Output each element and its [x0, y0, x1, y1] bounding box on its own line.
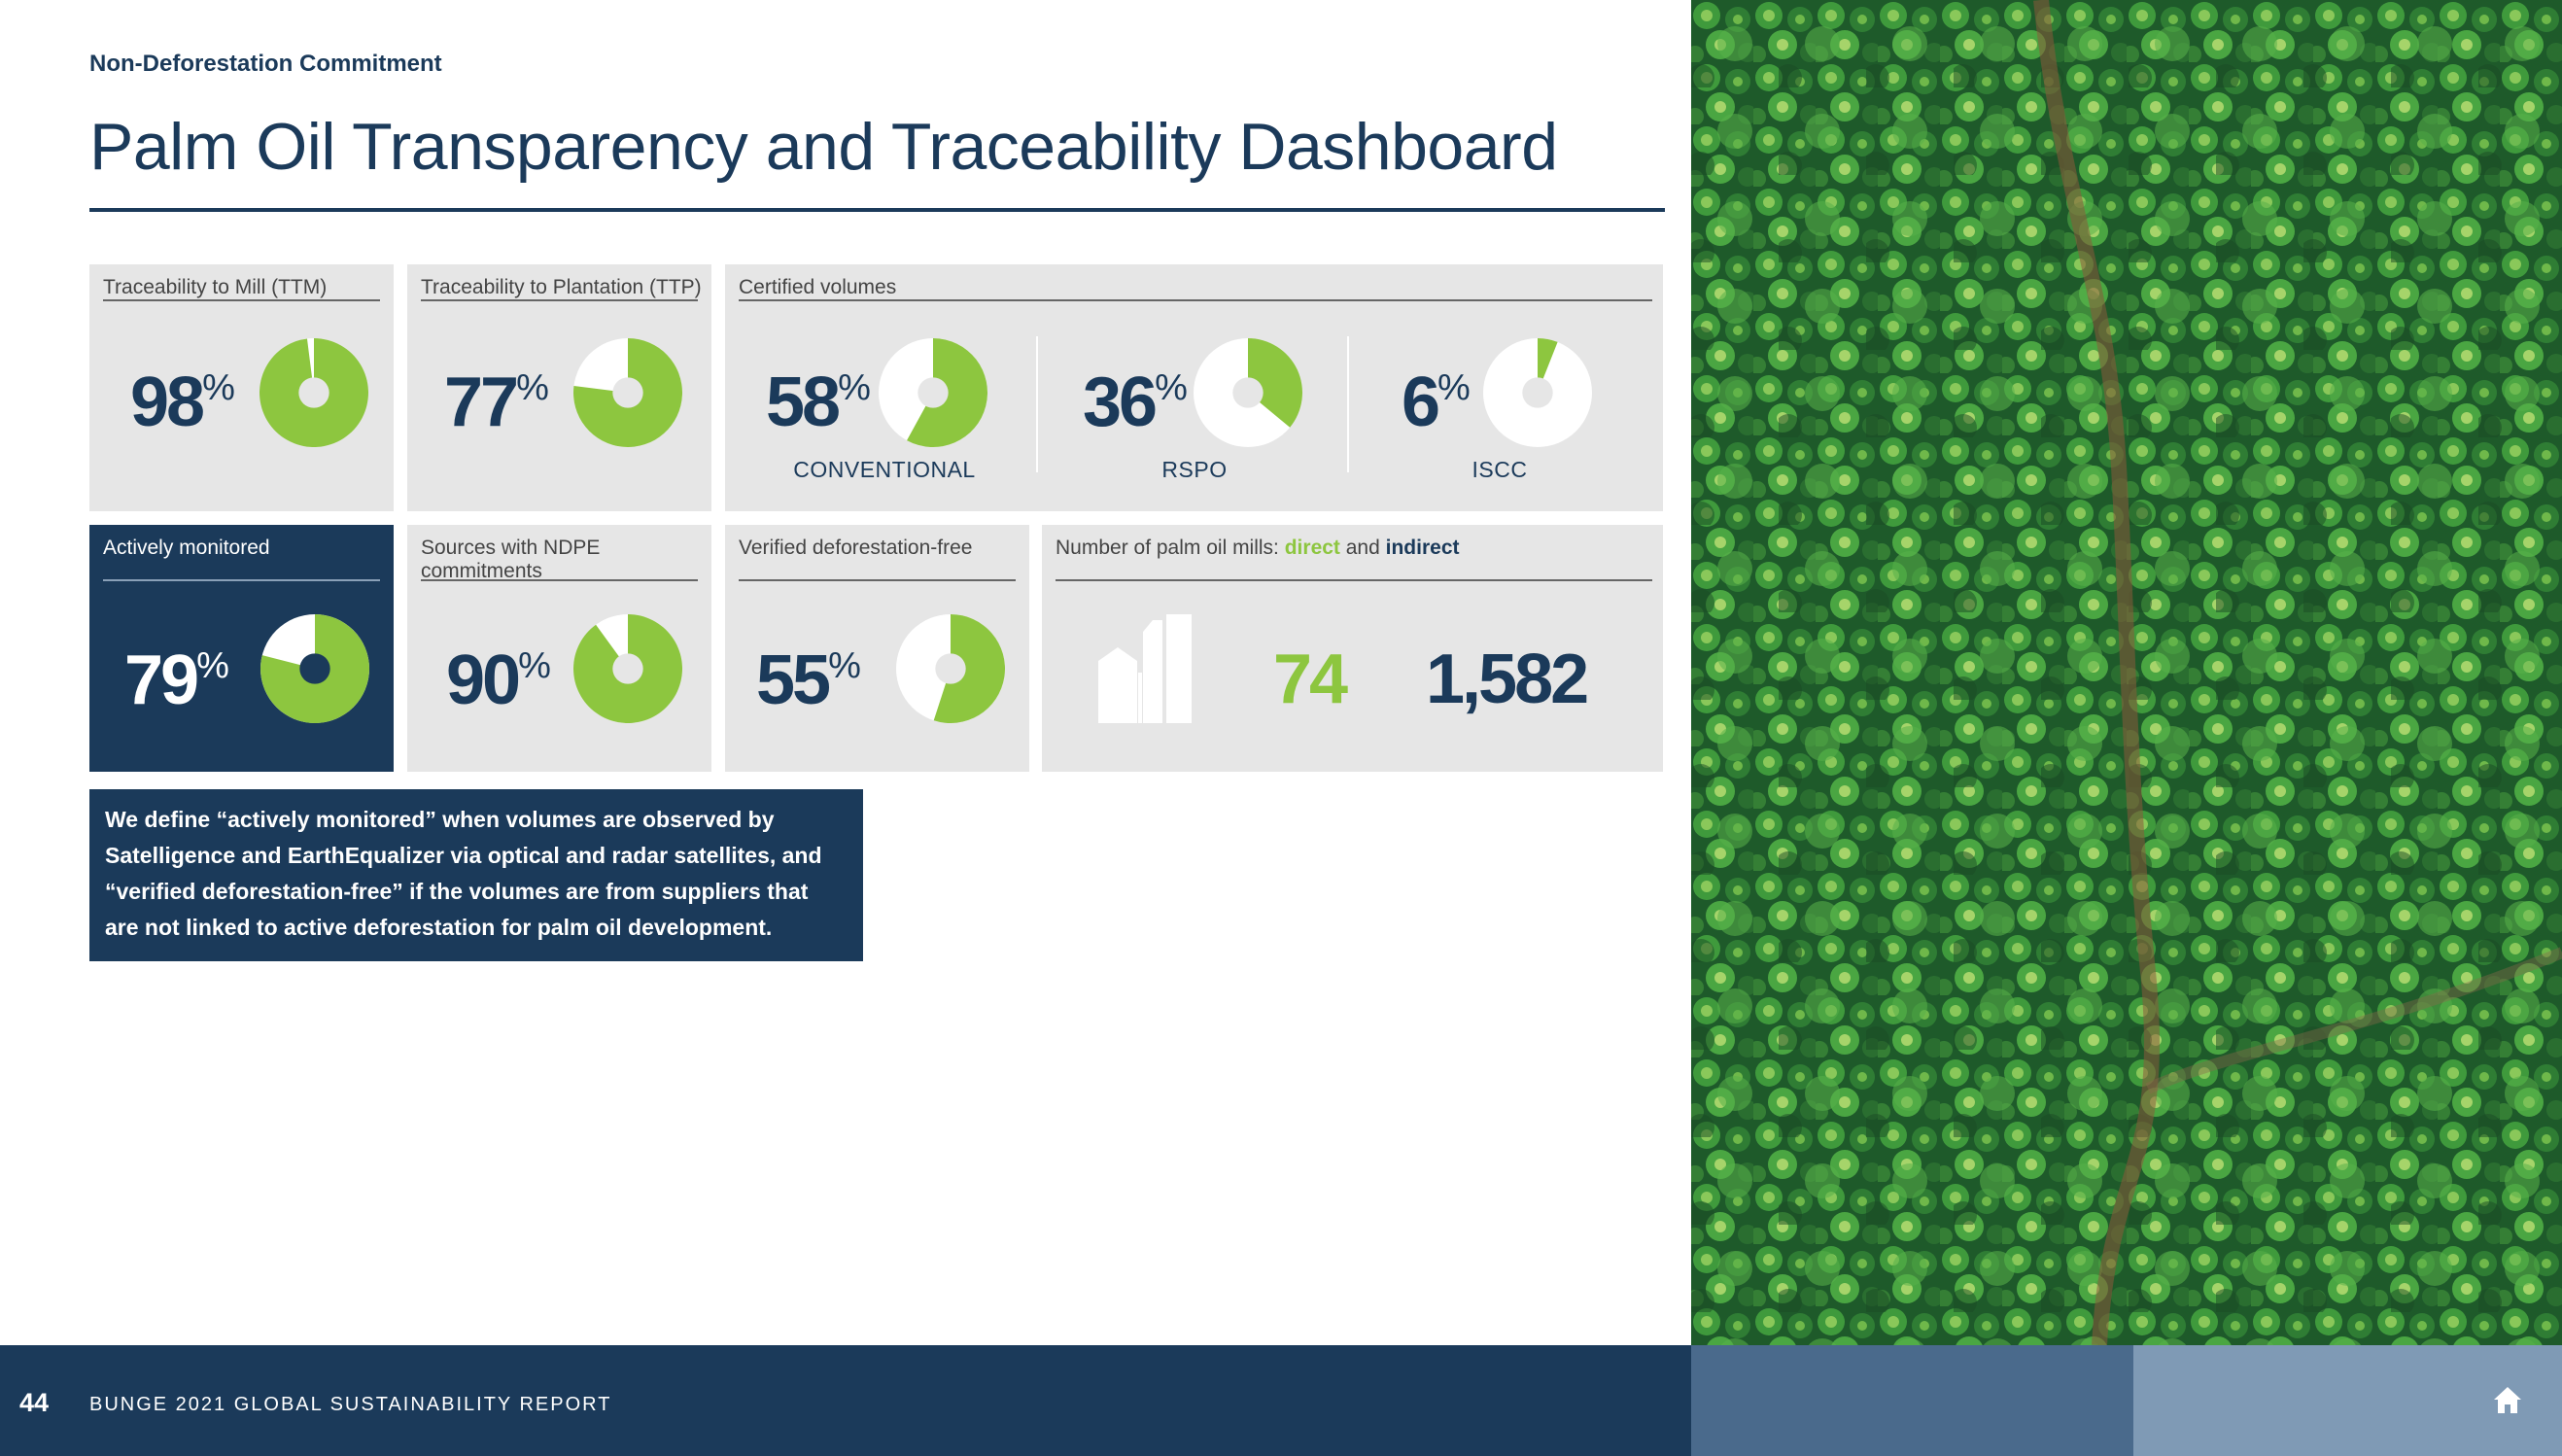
card-ndpe-rule: [421, 579, 698, 581]
mills-direct-key: direct: [1284, 537, 1340, 559]
section-label: Non-Deforestation Commitment: [89, 51, 442, 77]
card-ttp: Traceability to Plantation (TTP) 77%: [407, 264, 711, 511]
donut-chart: [260, 338, 368, 447]
donut-chart: [573, 614, 682, 723]
donut-chart: [573, 338, 682, 447]
footer-bar: [0, 1345, 1691, 1456]
donut-hole: [612, 377, 643, 408]
card-monitored-label: Actively monitored: [103, 537, 270, 559]
certified-conventional-label: CONVENTIONAL: [793, 457, 976, 482]
certified-divider: [1347, 336, 1349, 472]
donut-hole: [1522, 377, 1553, 408]
home-icon[interactable]: [2492, 1384, 2523, 1415]
card-ndpe-value: 90%: [446, 641, 551, 719]
certified-iscc-label: ISCC: [1471, 457, 1528, 482]
page-number: 44: [19, 1388, 50, 1417]
card-verified: Verified deforestation-free 55%: [725, 525, 1029, 772]
donut-hole: [1232, 377, 1264, 408]
donut-hole: [935, 653, 966, 684]
card-mills: Number of palm oil mills: direct and ind…: [1042, 525, 1663, 772]
donut-hole: [299, 653, 330, 684]
donut-hole: [612, 653, 643, 684]
certified-rspo-label: RSPO: [1161, 457, 1228, 482]
card-ndpe-label: Sources with NDPE commitments: [421, 537, 601, 582]
card-monitored: Actively monitored 79%: [89, 525, 394, 772]
palm-plantation-photo: [1691, 0, 2562, 1345]
donut-value-slice: [1248, 338, 1302, 428]
card-ttp-value: 77%: [444, 364, 549, 441]
factory-icon: [1098, 614, 1192, 723]
card-ttp-label: Traceability to Plantation (TTP): [421, 276, 702, 298]
card-ttm-rule: [103, 299, 380, 301]
donut-chart: [879, 338, 987, 447]
donut-chart: [260, 614, 369, 723]
card-mills-rule: [1056, 579, 1652, 581]
card-ndpe: Sources with NDPE commitments 90%: [407, 525, 711, 772]
donut-hole: [917, 377, 949, 408]
card-mills-label: Number of palm oil mills: direct and ind…: [1056, 537, 1460, 559]
certified-divider: [1036, 336, 1038, 472]
mills-indirect-count: 1,582: [1426, 641, 1589, 718]
certified-iscc-value: 6%: [1402, 364, 1471, 441]
card-monitored-value: 79%: [124, 641, 229, 719]
card-certified-rule: [739, 299, 1652, 301]
mills-direct-count: 74: [1273, 641, 1348, 718]
card-verified-value: 55%: [756, 641, 861, 719]
donut-value-slice: [933, 614, 1005, 723]
title-divider: [89, 208, 1665, 212]
card-ttp-rule: [421, 299, 698, 301]
donut-chart: [1194, 338, 1302, 447]
donut-hole: [298, 377, 329, 408]
footer-nav-block: [2133, 1345, 2562, 1456]
page-title: Palm Oil Transparency and Traceability D…: [89, 110, 1558, 184]
card-certified-label: Certified volumes: [739, 276, 897, 298]
mills-indirect-key: indirect: [1385, 537, 1460, 559]
report-name: BUNGE 2021 GLOBAL SUSTAINABILITY REPORT: [89, 1394, 612, 1415]
donut-chart: [896, 614, 1005, 723]
footer-nav-block: [1691, 1345, 2133, 1456]
card-verified-rule: [739, 579, 1016, 581]
card-monitored-rule: [103, 579, 380, 581]
card-certified: Certified volumes 58% CONVENTIONAL 36% R…: [725, 264, 1663, 511]
definition-note: We define “actively monitored” when volu…: [89, 789, 863, 961]
card-verified-label: Verified deforestation-free: [739, 537, 973, 559]
card-ttm-label: Traceability to Mill (TTM): [103, 276, 328, 298]
donut-chart: [1483, 338, 1592, 447]
certified-conventional-value: 58%: [766, 364, 871, 441]
card-ttm-value: 98%: [130, 364, 235, 441]
card-ttm: Traceability to Mill (TTM) 98%: [89, 264, 394, 511]
certified-rspo-value: 36%: [1083, 364, 1188, 441]
